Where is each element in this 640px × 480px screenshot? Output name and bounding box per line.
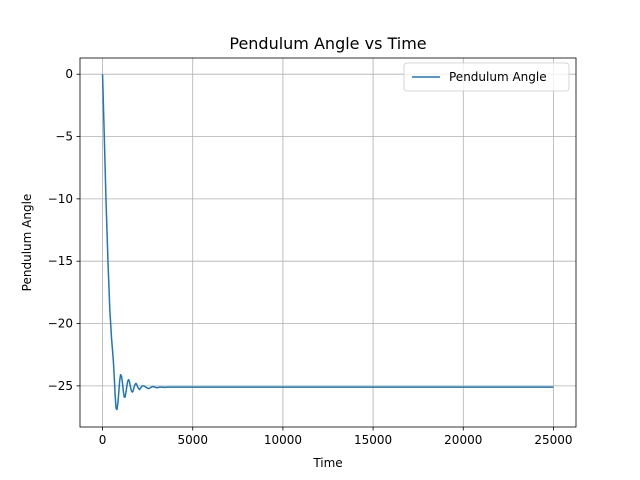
x-tick-label: 5000: [177, 433, 208, 447]
y-tick-label: −10: [48, 192, 73, 206]
x-tick-label: 10000: [264, 433, 302, 447]
y-tick-label: −15: [48, 254, 73, 268]
series-line: [101, 74, 554, 411]
x-tick-label: 15000: [354, 433, 392, 447]
x-tick-label: 25000: [534, 433, 572, 447]
y-tick-label: 0: [65, 67, 73, 81]
y-tick-label: −25: [48, 379, 73, 393]
y-tick-label: −5: [55, 130, 73, 144]
x-tick-label: 20000: [444, 433, 482, 447]
grid: [80, 58, 576, 427]
axes-frame: [79, 57, 577, 428]
plot-area: [101, 74, 554, 411]
legend-box: [403, 62, 570, 92]
y-axis-label: Pendulum Angle: [20, 194, 34, 292]
x-axis-label: Time: [312, 456, 342, 470]
chart-title: Pendulum Angle vs Time: [229, 34, 426, 53]
x-tick-label: 0: [99, 433, 107, 447]
legend-entry-label: Pendulum Angle: [449, 70, 547, 84]
legend: Pendulum Angle: [403, 62, 570, 92]
ticks: 0 5000 10000 15000 20000 25000 0 −5 −10 −15 −20 −25: [48, 67, 573, 447]
y-tick-label: −20: [48, 317, 73, 331]
